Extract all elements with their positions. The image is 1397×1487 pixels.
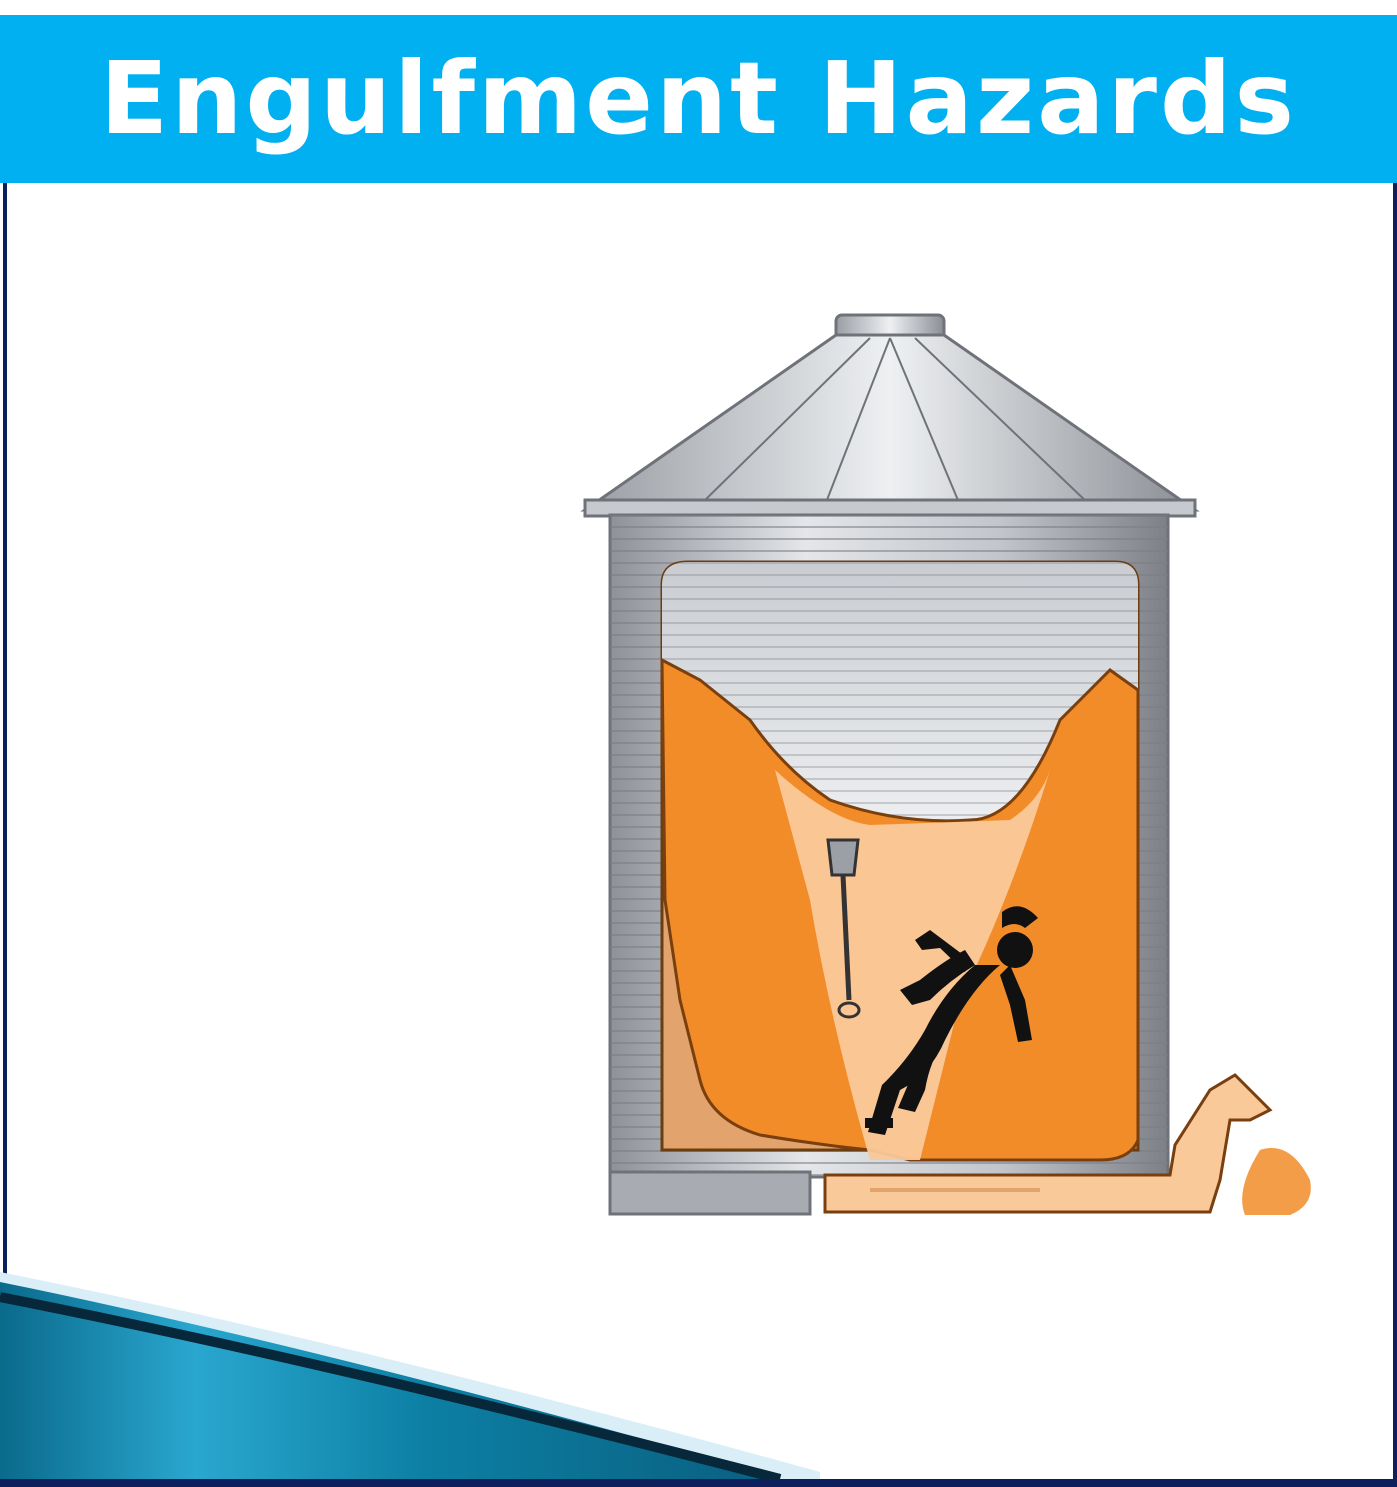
victim-silhouette [865,906,1038,1135]
decorative-wave [0,1272,1397,1487]
slide-title: Engulfment Hazards [99,40,1298,157]
silo-engulfment-illustration [580,313,1311,1216]
discharge-chute [823,1073,1311,1215]
silo-roof [580,313,1200,518]
shovel-icon [826,838,861,1019]
title-bar: Engulfment Hazards [0,15,1397,183]
